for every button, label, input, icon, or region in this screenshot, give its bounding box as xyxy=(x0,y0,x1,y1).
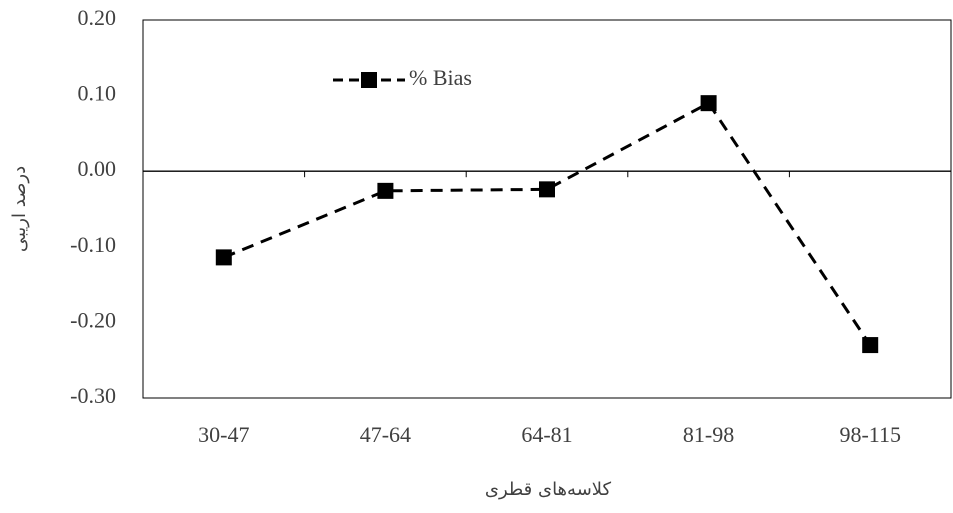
x-tick-label: 64-81 xyxy=(521,422,572,447)
y-tick-label: -0.20 xyxy=(70,307,116,332)
data-point xyxy=(862,337,879,354)
y-tick-label: 0.10 xyxy=(78,81,117,106)
data-point xyxy=(377,182,394,199)
legend-marker xyxy=(361,72,377,88)
y-tick-label: 0.20 xyxy=(78,5,117,30)
x-axis-title: کلاسه‌های قطری xyxy=(485,479,612,500)
x-tick-label: 47-64 xyxy=(360,422,411,447)
y-tick-label: 0.00 xyxy=(78,156,117,181)
plot-frame xyxy=(142,19,952,399)
data-point xyxy=(700,95,717,112)
x-tick-label: 81-98 xyxy=(683,422,734,447)
y-tick-label: -0.30 xyxy=(70,383,116,408)
legend-label: % Bias xyxy=(409,65,472,90)
x-tick-label: 98-115 xyxy=(839,422,901,447)
y-tick-label: -0.10 xyxy=(70,232,116,257)
x-tick-label: 30-47 xyxy=(198,422,249,447)
data-point xyxy=(215,249,232,266)
series-line xyxy=(223,101,872,346)
y-axis-title: درصد اریبی xyxy=(9,166,30,252)
data-point xyxy=(539,181,555,198)
